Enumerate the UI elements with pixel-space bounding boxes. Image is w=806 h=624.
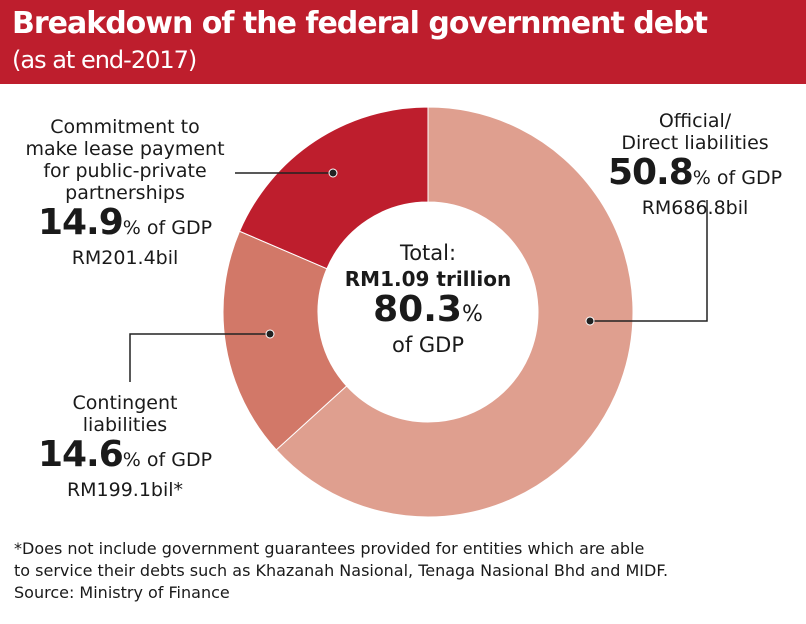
pct-value: 50.8 — [607, 152, 694, 193]
leader-commitment-dot — [328, 168, 338, 178]
pct-suffix: % of GDP — [692, 167, 783, 189]
pct-suffix: % of GDP — [122, 217, 213, 239]
label-line: Contingent — [72, 392, 178, 414]
label-line: partnerships — [65, 182, 185, 204]
label-line: for public-private — [43, 160, 207, 182]
pct-sign: % — [461, 302, 483, 327]
label-contingent: Contingent liabilities 14.6% of GDP RM19… — [15, 392, 235, 501]
footer: *Does not include government guarantees … — [14, 538, 668, 604]
label-amount: RM199.1bil* — [66, 479, 184, 501]
leader-contingent-dot — [265, 329, 275, 339]
label-line: Direct liabilities — [621, 132, 769, 154]
pct-value: 14.9 — [37, 202, 124, 243]
label-pct: 50.8% of GDP — [590, 154, 800, 197]
total-amount: RM1.09 trillion — [344, 267, 512, 291]
label-line: make lease payment — [25, 138, 225, 160]
pct-value: 14.6 — [37, 434, 124, 475]
header-banner: Breakdown of the federal government debt… — [0, 0, 806, 84]
label-pct: 14.9% of GDP — [15, 204, 235, 247]
chart-subtitle: (as at end-2017) — [12, 46, 197, 74]
label-pct: 14.6% of GDP — [15, 436, 235, 479]
label-amount: RM686.8bil — [641, 197, 749, 219]
leader-official-dot — [585, 316, 595, 326]
label-line: liabilities — [82, 414, 168, 436]
pct-suffix: % of GDP — [122, 449, 213, 471]
of-gdp-label: of GDP — [391, 333, 465, 357]
total-pct: 80.3% — [318, 292, 538, 333]
leader-official — [590, 200, 708, 322]
label-commitment: Commitment to make lease payment for pub… — [15, 116, 235, 269]
label-amount: RM201.4bil — [71, 247, 179, 269]
total-label: Total: — [399, 241, 457, 265]
chart-title: Breakdown of the federal government debt — [12, 6, 708, 41]
label-line: Official/ — [658, 110, 732, 132]
donut-slice-0 — [275, 106, 634, 518]
donut-slice-1 — [222, 230, 348, 451]
total-pct-value: 80.3 — [373, 289, 462, 330]
footnote: *Does not include government guarantees … — [14, 539, 645, 558]
label-line: Commitment to — [50, 116, 200, 138]
label-official: Official/ Direct liabilities 50.8% of GD… — [590, 110, 800, 219]
donut-slice-2 — [238, 106, 429, 270]
center-total: Total: RM1.09 trillion 80.3% of GDP — [318, 240, 538, 357]
leader-contingent — [129, 333, 270, 382]
source-note: Source: Ministry of Finance — [14, 583, 230, 602]
footnote: to service their debts such as Khazanah … — [14, 561, 669, 580]
